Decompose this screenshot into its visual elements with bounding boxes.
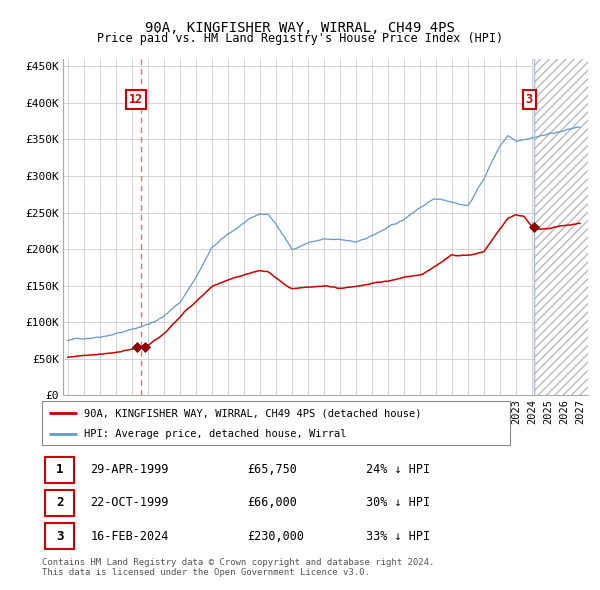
FancyBboxPatch shape [42, 401, 510, 445]
Text: 1: 1 [56, 463, 64, 477]
Text: HPI: Average price, detached house, Wirral: HPI: Average price, detached house, Wirr… [84, 428, 347, 438]
Text: 16-FEB-2024: 16-FEB-2024 [91, 529, 169, 543]
Text: £65,750: £65,750 [247, 463, 297, 477]
Text: £230,000: £230,000 [247, 529, 304, 543]
FancyBboxPatch shape [45, 457, 74, 483]
Text: 90A, KINGFISHER WAY, WIRRAL, CH49 4PS (detached house): 90A, KINGFISHER WAY, WIRRAL, CH49 4PS (d… [84, 408, 422, 418]
Text: 24% ↓ HPI: 24% ↓ HPI [366, 463, 430, 477]
Text: 3: 3 [56, 529, 64, 543]
Text: £66,000: £66,000 [247, 496, 297, 510]
Text: 2: 2 [56, 496, 64, 510]
Text: Price paid vs. HM Land Registry's House Price Index (HPI): Price paid vs. HM Land Registry's House … [97, 32, 503, 45]
Text: 3: 3 [526, 93, 533, 106]
Text: 33% ↓ HPI: 33% ↓ HPI [366, 529, 430, 543]
FancyBboxPatch shape [45, 490, 74, 516]
Text: 30% ↓ HPI: 30% ↓ HPI [366, 496, 430, 510]
FancyBboxPatch shape [45, 523, 74, 549]
Text: 22-OCT-1999: 22-OCT-1999 [91, 496, 169, 510]
Text: 90A, KINGFISHER WAY, WIRRAL, CH49 4PS: 90A, KINGFISHER WAY, WIRRAL, CH49 4PS [145, 21, 455, 35]
Text: 29-APR-1999: 29-APR-1999 [91, 463, 169, 477]
Text: Contains HM Land Registry data © Crown copyright and database right 2024.
This d: Contains HM Land Registry data © Crown c… [42, 558, 434, 577]
Bar [534, 59, 588, 395]
Text: 12: 12 [129, 93, 143, 106]
